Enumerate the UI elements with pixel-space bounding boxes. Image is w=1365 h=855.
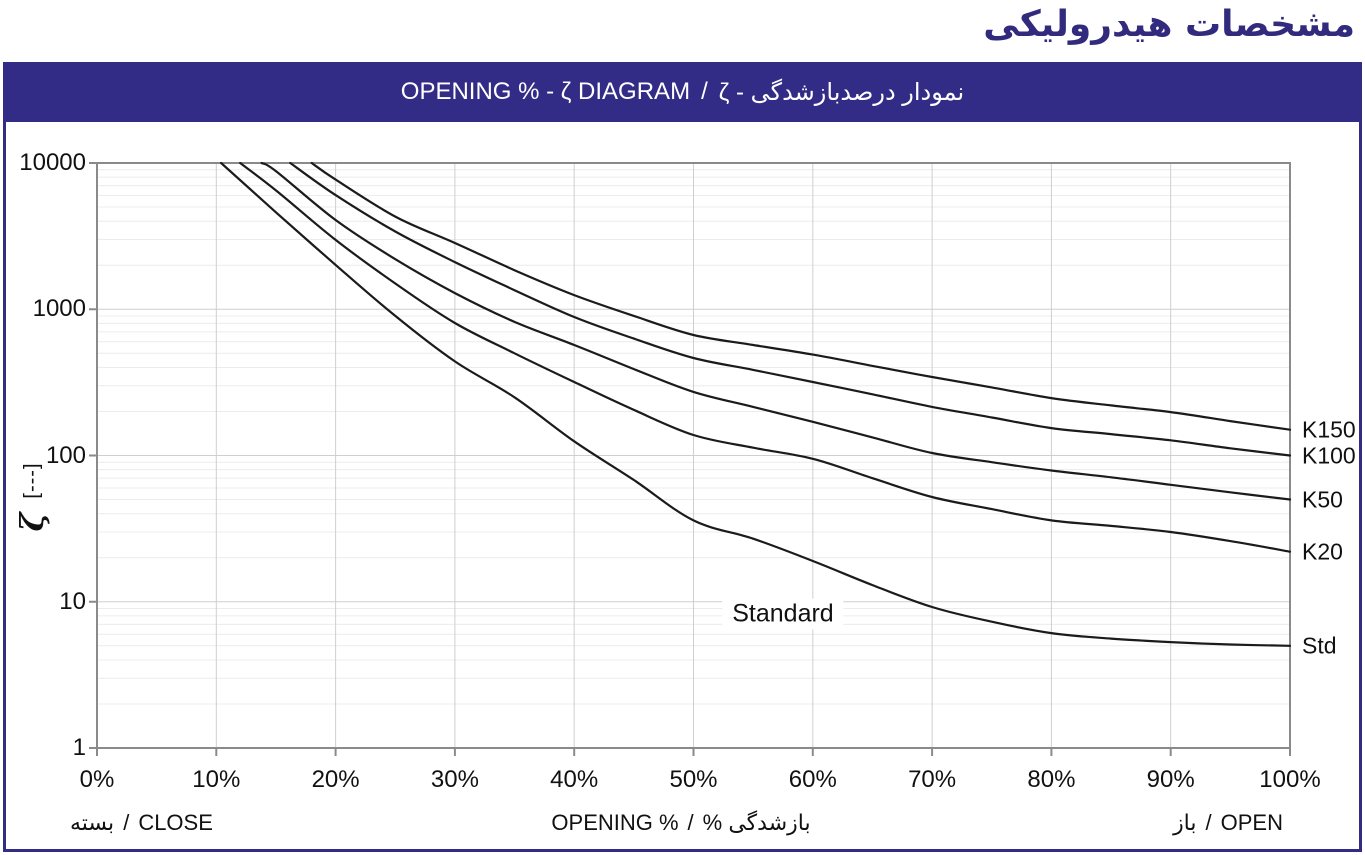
curve-label-std: Std <box>1302 632 1337 659</box>
curve-label-k150: K150 <box>1302 416 1356 443</box>
opening-label-sep: / <box>687 810 694 835</box>
x-tick-label-60: 60% <box>788 766 837 793</box>
x-tick-label-0: 0% <box>79 766 115 793</box>
curve-label-k20: K20 <box>1302 538 1343 565</box>
x-tick-label-70: 70% <box>908 766 957 793</box>
y-tick-label-1: 1 <box>72 734 86 761</box>
close-label-en: CLOSE <box>138 810 213 835</box>
x-axis-caption-close: بسته / CLOSE <box>70 810 213 836</box>
page-title: مشخصات هیدرولیکی <box>983 4 1355 45</box>
x-tick-label-40: 40% <box>550 766 599 793</box>
close-label-fa: بسته <box>70 810 115 835</box>
x-tick-label-50: 50% <box>669 766 718 793</box>
chart-title-banner: OPENING % - ζ DIAGRAM / نمودار درصدبازشد… <box>3 62 1362 122</box>
y-tick-label-100: 100 <box>45 441 86 469</box>
opening-label-fa: بازشدگی % <box>702 810 811 835</box>
banner-title-separator: / <box>701 78 708 105</box>
open-label-fa: باز <box>1173 810 1197 835</box>
y-axis-unit: [---] <box>20 462 43 499</box>
x-tick-label-30: 30% <box>430 766 479 793</box>
close-label-sep: / <box>123 810 130 835</box>
y-tick-label-10000: 10000 <box>19 149 86 176</box>
banner-title-farsi: نمودار درصدبازشدگی - ζ <box>718 78 965 106</box>
open-label-sep: / <box>1205 810 1212 835</box>
curve-label-k100: K100 <box>1302 442 1356 468</box>
x-tick-label-90: 90% <box>1146 766 1195 793</box>
y-axis-label: ζ [---] <box>13 437 51 557</box>
x-axis-caption-open: باز / OPEN <box>1173 810 1283 836</box>
y-axis-symbol: ζ <box>13 512 51 532</box>
x-tick-label-80: 80% <box>1027 766 1076 793</box>
standard-curve-annotation: Standard <box>722 598 844 630</box>
banner-title-latin: OPENING % - ζ DIAGRAM <box>400 78 691 105</box>
x-tick-label-10: 10% <box>192 766 241 793</box>
y-tick-label-1000: 1000 <box>32 295 86 323</box>
y-tick-label-10: 10 <box>59 587 86 615</box>
chart-panel <box>3 122 1362 852</box>
x-tick-label-100: 100% <box>1259 766 1321 793</box>
x-axis-caption-opening: OPENING % / بازشدگی % <box>551 810 810 836</box>
x-tick-label-20: 20% <box>311 766 360 793</box>
open-label-en: OPEN <box>1220 810 1283 835</box>
curve-label-k50: K50 <box>1302 486 1343 513</box>
opening-label-en: OPENING % <box>551 810 679 835</box>
